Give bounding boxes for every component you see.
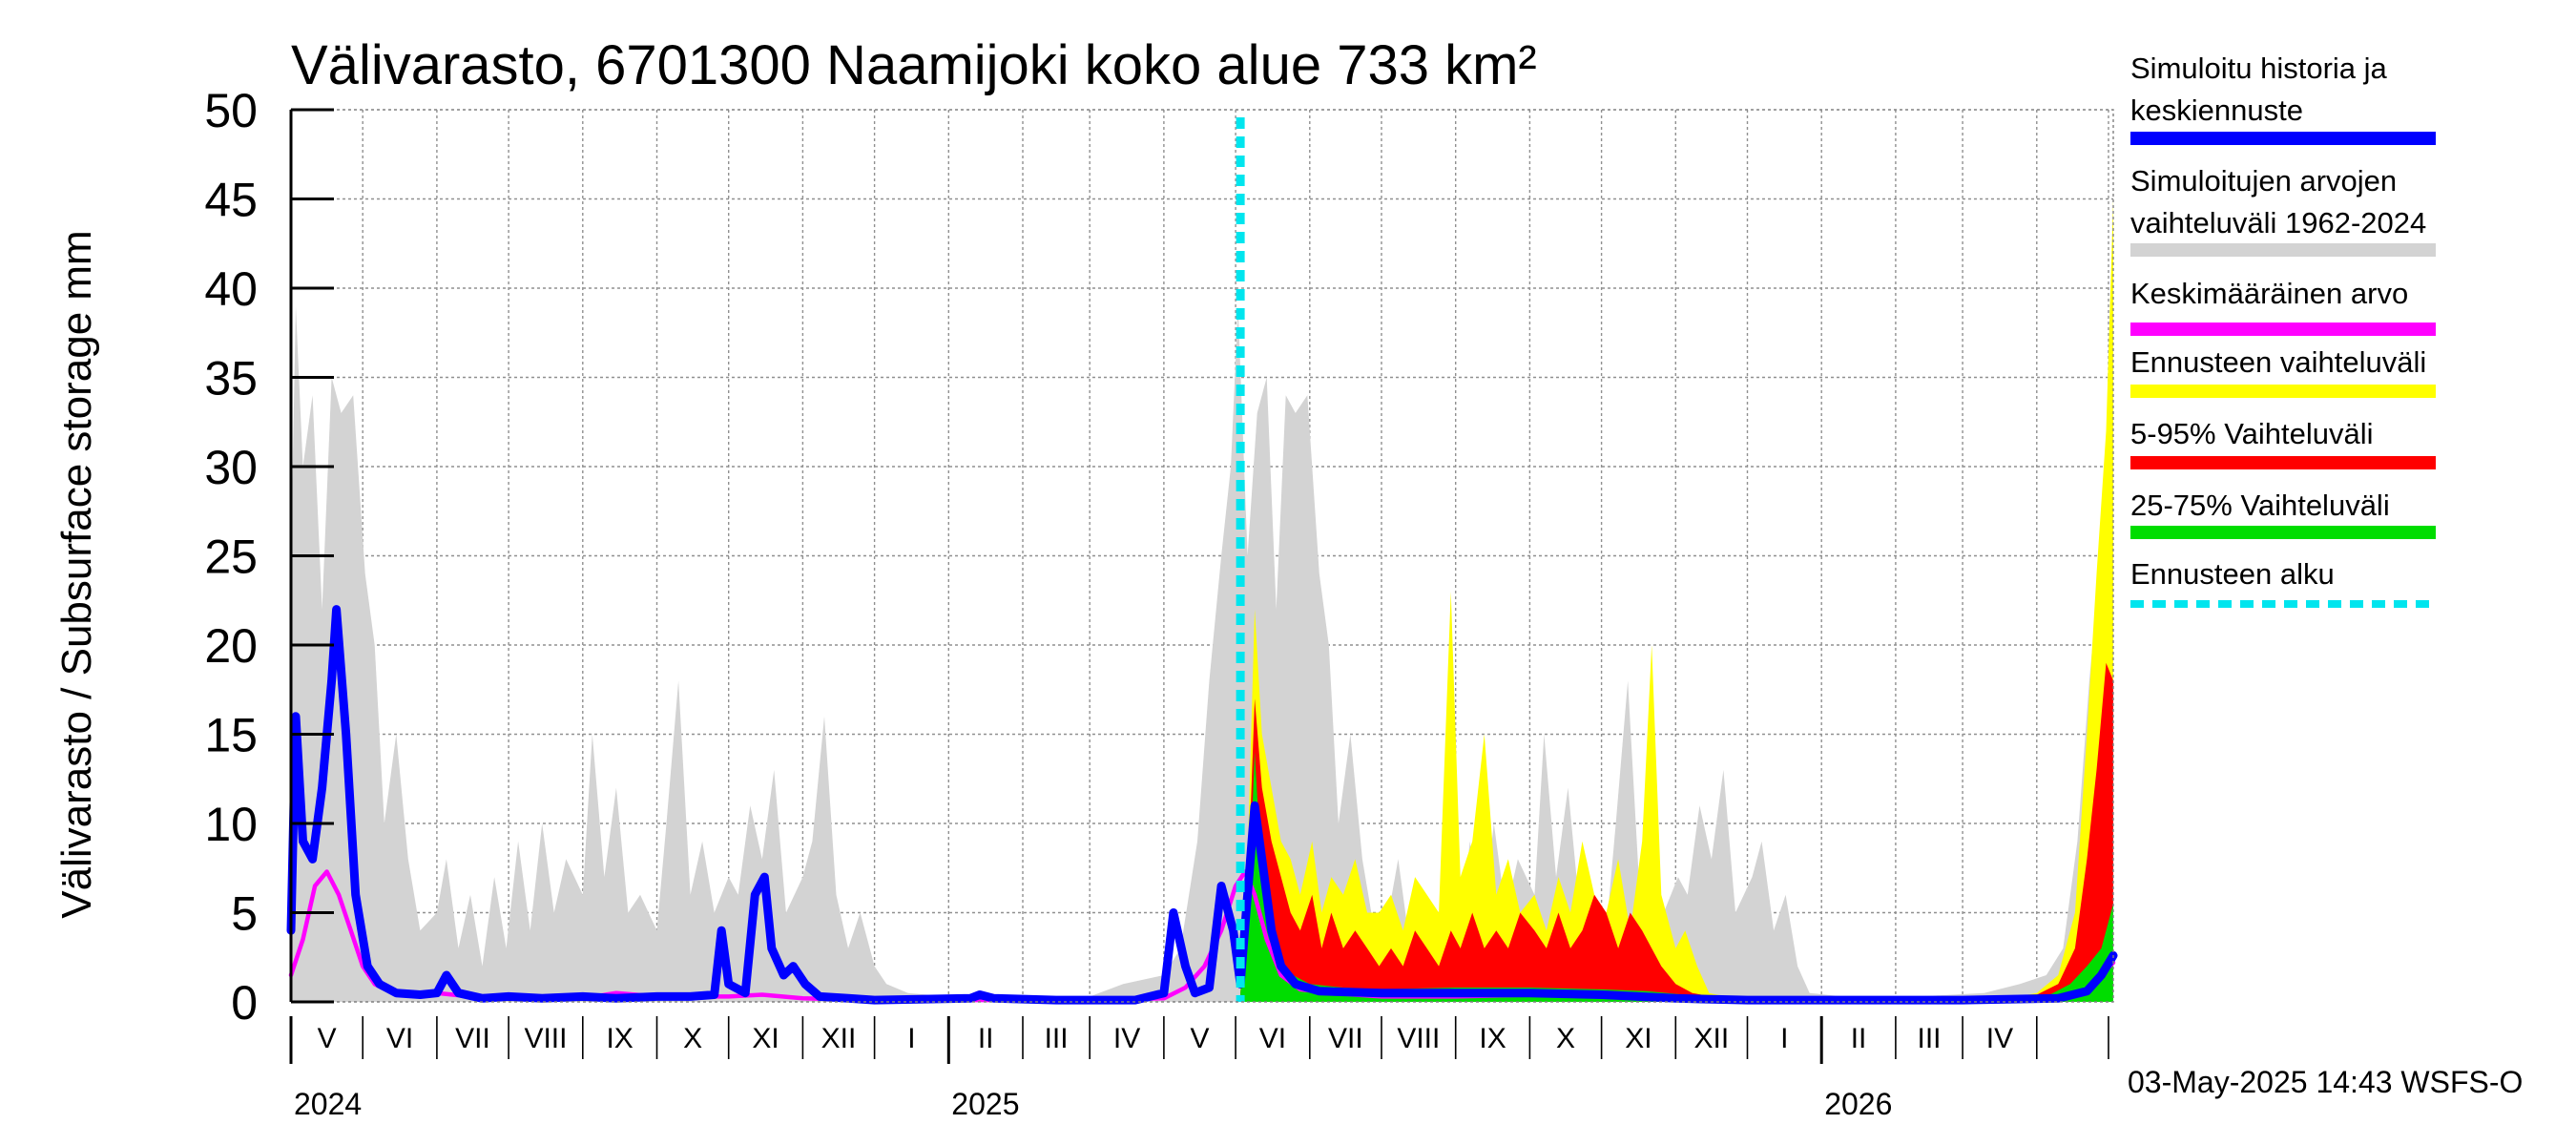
- year-label: 2024: [294, 1087, 362, 1121]
- month-label: IV: [1986, 1023, 2013, 1054]
- series-area-1: [1240, 198, 2113, 1002]
- month-label: VIII: [1397, 1023, 1440, 1054]
- month-label: XII: [1694, 1023, 1730, 1054]
- month-label: V: [1190, 1023, 1209, 1054]
- y-tick-label: 20: [204, 619, 258, 673]
- year-label: 2026: [1824, 1087, 1892, 1121]
- footer-stamp: 03-May-2025 14:43 WSFS-O: [2128, 1065, 2523, 1099]
- month-label: XI: [752, 1023, 779, 1054]
- y-tick-label: 10: [204, 798, 258, 851]
- month-label: I: [1780, 1023, 1788, 1054]
- month-label: VI: [1259, 1023, 1286, 1054]
- y-tick-label: 25: [204, 531, 258, 584]
- legend-label: 5-95% Vaihteluväli: [2130, 417, 2373, 450]
- series-area-2: [1240, 662, 2113, 1002]
- y-tick-label: 50: [204, 84, 258, 137]
- y-tick-label: 15: [204, 709, 258, 762]
- series-line-5: [286, 605, 2118, 1005]
- month-label: IX: [606, 1023, 633, 1054]
- y-tick-label: 35: [204, 352, 258, 406]
- y-axis-label: Välivarasto / Subsurface storage mm: [53, 230, 100, 918]
- legend-label: Ennusteen vaihteluväli: [2130, 345, 2426, 379]
- month-label: X: [1556, 1023, 1575, 1054]
- month-label: IV: [1113, 1023, 1140, 1054]
- y-tick-label: 30: [204, 441, 258, 494]
- month-label: VI: [386, 1023, 413, 1054]
- y-tick-label: 45: [204, 174, 258, 227]
- month-label: VII: [455, 1023, 490, 1054]
- month-label: III: [1917, 1023, 1941, 1054]
- month-label: XI: [1625, 1023, 1652, 1054]
- legend: Simuloitu historia ja keskiennuste Simuloi…: [2130, 52, 2436, 608]
- legend-label: Simuloitujen arvojen: [2130, 164, 2397, 198]
- month-label: I: [907, 1023, 915, 1054]
- series-area-0: [291, 305, 2113, 1002]
- month-label: X: [683, 1023, 702, 1054]
- y-tick-label: 40: [204, 262, 258, 316]
- month-label: III: [1045, 1023, 1069, 1054]
- y-tick-label: 5: [231, 887, 258, 941]
- legend-label: Keskimääräinen arvo: [2130, 277, 2408, 310]
- chart-title: Välivarasto, 6701300 Naamijoki koko alue…: [291, 34, 1537, 96]
- month-label: VII: [1328, 1023, 1363, 1054]
- month-label: II: [1851, 1023, 1867, 1054]
- legend-label: keskiennuste: [2130, 94, 2303, 127]
- month-label: II: [978, 1023, 994, 1054]
- month-label: IX: [1479, 1023, 1506, 1054]
- legend-label: vaihteluväli 1962-2024: [2130, 206, 2426, 239]
- y-tick-label: 0: [231, 976, 258, 1030]
- legend-label: 25-75% Vaihteluväli: [2130, 489, 2390, 522]
- month-label: XII: [821, 1023, 857, 1054]
- month-label: VIII: [524, 1023, 567, 1054]
- legend-label: Ennusteen alku: [2130, 557, 2335, 591]
- month-label: V: [318, 1023, 337, 1054]
- legend-label: Simuloitu historia ja: [2130, 52, 2388, 85]
- year-label: 2025: [951, 1087, 1019, 1121]
